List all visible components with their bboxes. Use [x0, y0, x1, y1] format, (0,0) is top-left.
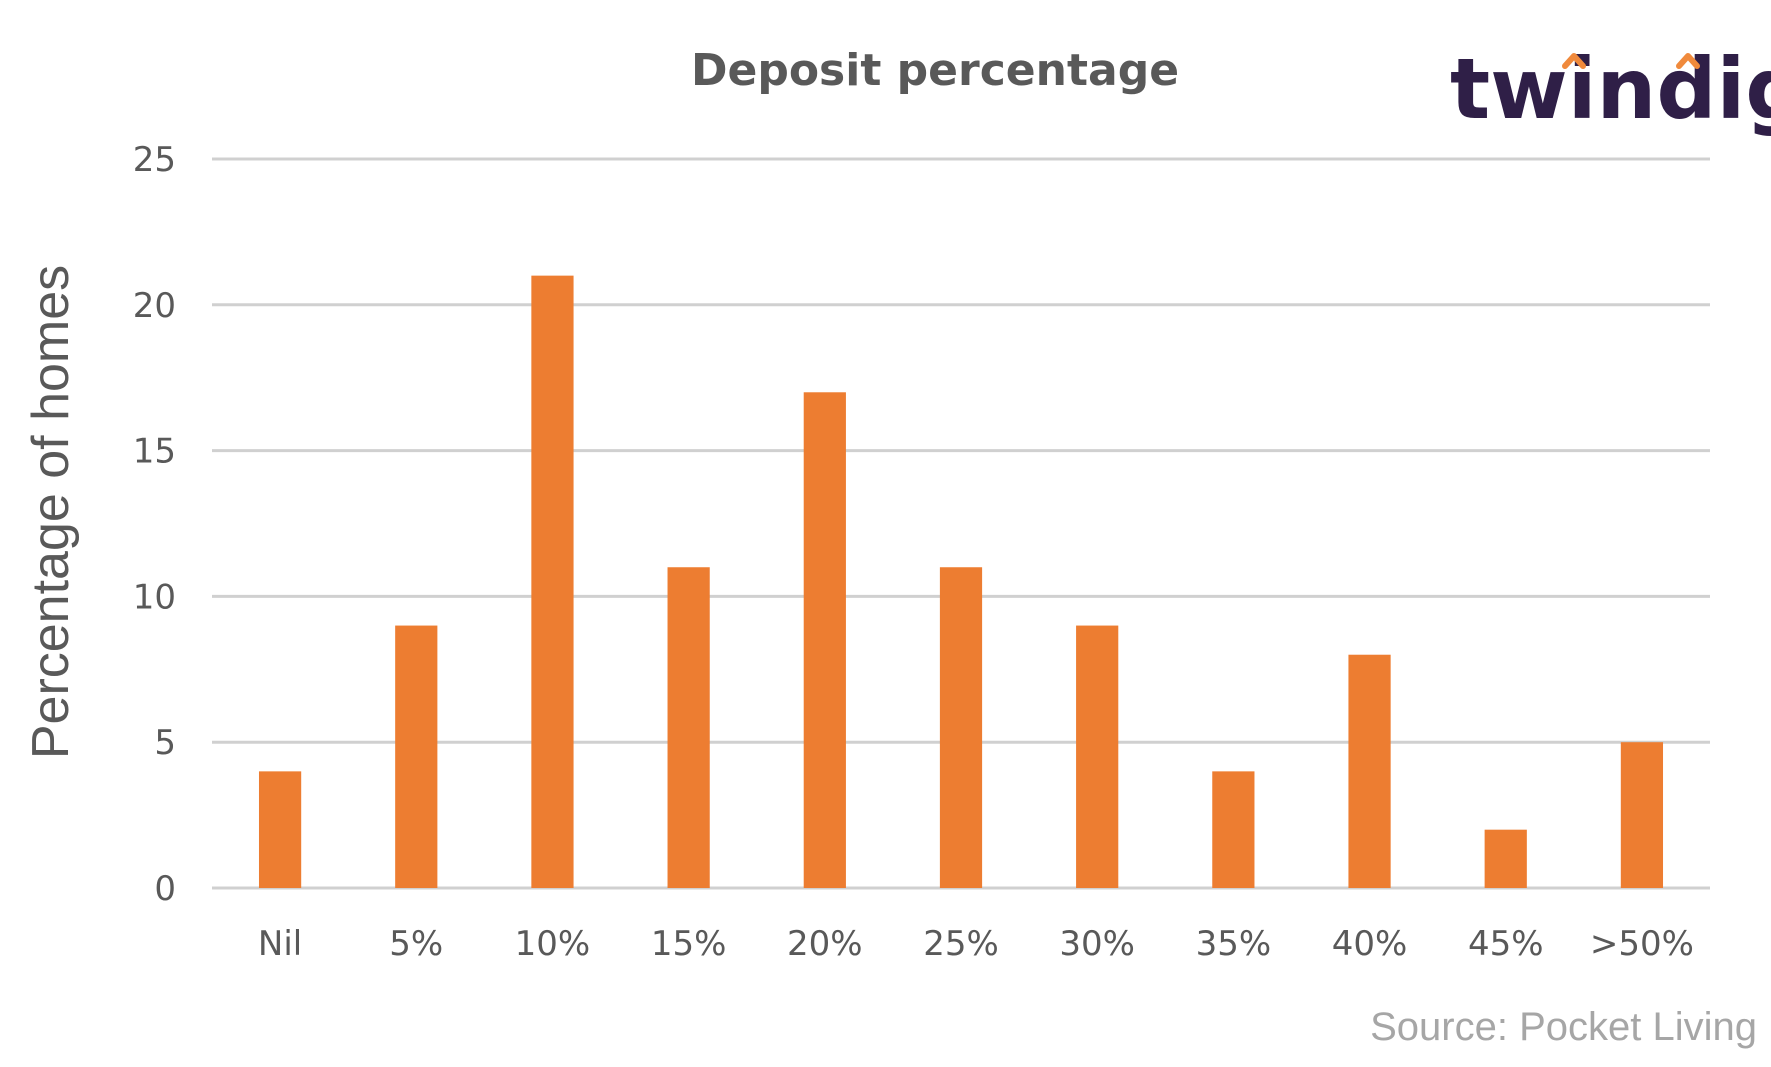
bar: [1620, 742, 1664, 888]
y-axis-label: Percentage of homes: [22, 265, 80, 759]
source-note: Source: Pocket Living: [1370, 1005, 1757, 1049]
x-tick-label: 10%: [515, 924, 591, 964]
bar: [939, 567, 983, 888]
y-tick-label: 25: [133, 140, 176, 180]
bar: [1076, 625, 1119, 888]
x-tick-label: 35%: [1196, 924, 1272, 964]
bar: [803, 392, 846, 888]
logo-roof-accent-icon: [1562, 53, 1586, 69]
logo-roof-accent-icon-2: [1676, 53, 1700, 69]
x-tick-label: Nil: [258, 924, 302, 964]
y-tick-label: 5: [154, 723, 176, 763]
bar: [258, 771, 302, 888]
y-tick-label: 20: [133, 286, 176, 326]
x-tick-label: 5%: [389, 924, 443, 964]
twindig-logo: twindig: [1450, 40, 1771, 138]
x-tick-label: >50%: [1590, 924, 1694, 964]
bar: [531, 275, 574, 888]
bar: [395, 625, 438, 888]
x-tick-label: 20%: [787, 924, 863, 964]
bar: [1348, 654, 1391, 888]
bar: [1484, 829, 1527, 888]
y-tick-label: 15: [133, 432, 176, 472]
y-tick-label: 0: [154, 869, 176, 909]
x-tick-label: 15%: [651, 924, 727, 964]
logo-text: twindig: [1450, 40, 1771, 138]
x-tick-label: 25%: [923, 924, 999, 964]
bars: [258, 275, 1664, 888]
x-axis-ticks: Nil 5% 10% 15% 20% 25% 30% 35% 40% 45% >50%: [258, 924, 1694, 964]
x-tick-label: 30%: [1059, 924, 1135, 964]
y-axis-ticks: 0 5 10 15 20 25: [133, 140, 176, 909]
bar: [667, 567, 710, 888]
bar: [1212, 771, 1255, 888]
chart-title: Deposit percentage: [691, 45, 1179, 96]
x-tick-label: 40%: [1332, 924, 1408, 964]
x-tick-label: 45%: [1468, 924, 1544, 964]
y-tick-label: 10: [133, 577, 176, 617]
